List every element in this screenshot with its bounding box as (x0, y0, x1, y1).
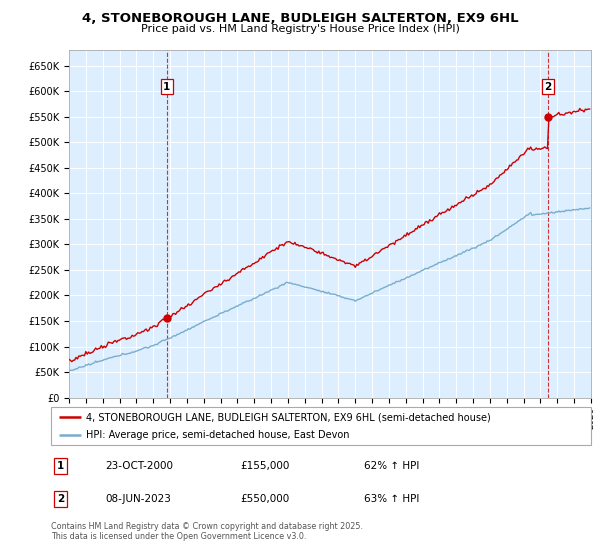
Text: 63% ↑ HPI: 63% ↑ HPI (364, 494, 419, 504)
Text: £550,000: £550,000 (240, 494, 289, 504)
Text: 62% ↑ HPI: 62% ↑ HPI (364, 461, 419, 471)
Text: 2: 2 (544, 82, 551, 92)
Text: 4, STONEBOROUGH LANE, BUDLEIGH SALTERTON, EX9 6HL: 4, STONEBOROUGH LANE, BUDLEIGH SALTERTON… (82, 12, 518, 25)
Text: £155,000: £155,000 (240, 461, 289, 471)
Text: 08-JUN-2023: 08-JUN-2023 (105, 494, 171, 504)
Text: HPI: Average price, semi-detached house, East Devon: HPI: Average price, semi-detached house,… (86, 430, 350, 440)
Text: 23-OCT-2000: 23-OCT-2000 (105, 461, 173, 471)
Text: 4, STONEBOROUGH LANE, BUDLEIGH SALTERTON, EX9 6HL (semi-detached house): 4, STONEBOROUGH LANE, BUDLEIGH SALTERTON… (86, 412, 491, 422)
Text: Price paid vs. HM Land Registry's House Price Index (HPI): Price paid vs. HM Land Registry's House … (140, 24, 460, 34)
Text: 1: 1 (57, 461, 64, 471)
Text: Contains HM Land Registry data © Crown copyright and database right 2025.
This d: Contains HM Land Registry data © Crown c… (51, 522, 363, 542)
Text: 1: 1 (163, 82, 170, 92)
Text: 2: 2 (57, 494, 64, 504)
